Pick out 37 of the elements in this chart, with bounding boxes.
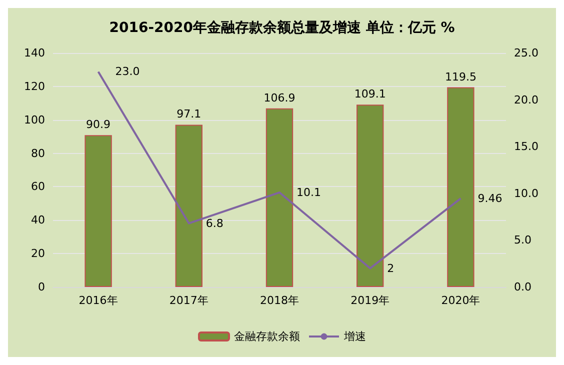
bar — [175, 124, 202, 287]
y-tick-label: 140 — [24, 46, 45, 60]
bar — [447, 87, 474, 287]
data-label: 23.0 — [115, 65, 140, 78]
data-label: 109.1 — [354, 88, 386, 101]
data-label: 97.1 — [176, 108, 202, 121]
data-label: 119.5 — [444, 70, 476, 84]
legend-label: 金融存款余额 — [234, 330, 300, 343]
x-tick-label: 2018年 — [260, 294, 299, 307]
y2-tick-label: 5.0 — [514, 234, 532, 247]
y-tick-label: 100 — [24, 113, 45, 126]
y-tick-label: 80 — [31, 146, 45, 160]
y-tick-label: 20 — [31, 247, 45, 260]
bar — [356, 104, 384, 287]
y2-tick-label: 10.0 — [514, 186, 538, 200]
y2-tick-label: 25.0 — [514, 46, 538, 60]
legend-label: 增速 — [343, 330, 366, 343]
bar — [266, 108, 294, 287]
y2-tick-label: 15.0 — [514, 140, 538, 154]
x-tick-label: 2016年 — [78, 294, 118, 307]
data-label: 90.9 — [86, 118, 111, 132]
data-label: 10.1 — [296, 186, 321, 199]
y-tick-label: 0 — [38, 280, 45, 294]
x-tick-label: 2019年 — [350, 294, 390, 307]
x-tick-label: 2020年 — [441, 294, 480, 307]
y-tick-label: 40 — [31, 214, 45, 227]
y2-tick-label: 20.0 — [514, 93, 538, 106]
chart-title: 2016-2020年金融存款余额总量及增速 单位：亿元 % — [109, 19, 455, 36]
data-label: 106.9 — [264, 91, 296, 104]
data-label: 9.46 — [478, 192, 502, 205]
y2-tick-label: 0.0 — [514, 280, 532, 294]
y-tick-label: 60 — [31, 180, 45, 194]
x-tick-label: 2017年 — [169, 294, 208, 307]
y-tick-label: 120 — [24, 80, 45, 93]
data-label: 6.8 — [206, 216, 224, 230]
data-label: 2 — [387, 262, 394, 275]
bar — [84, 135, 112, 287]
